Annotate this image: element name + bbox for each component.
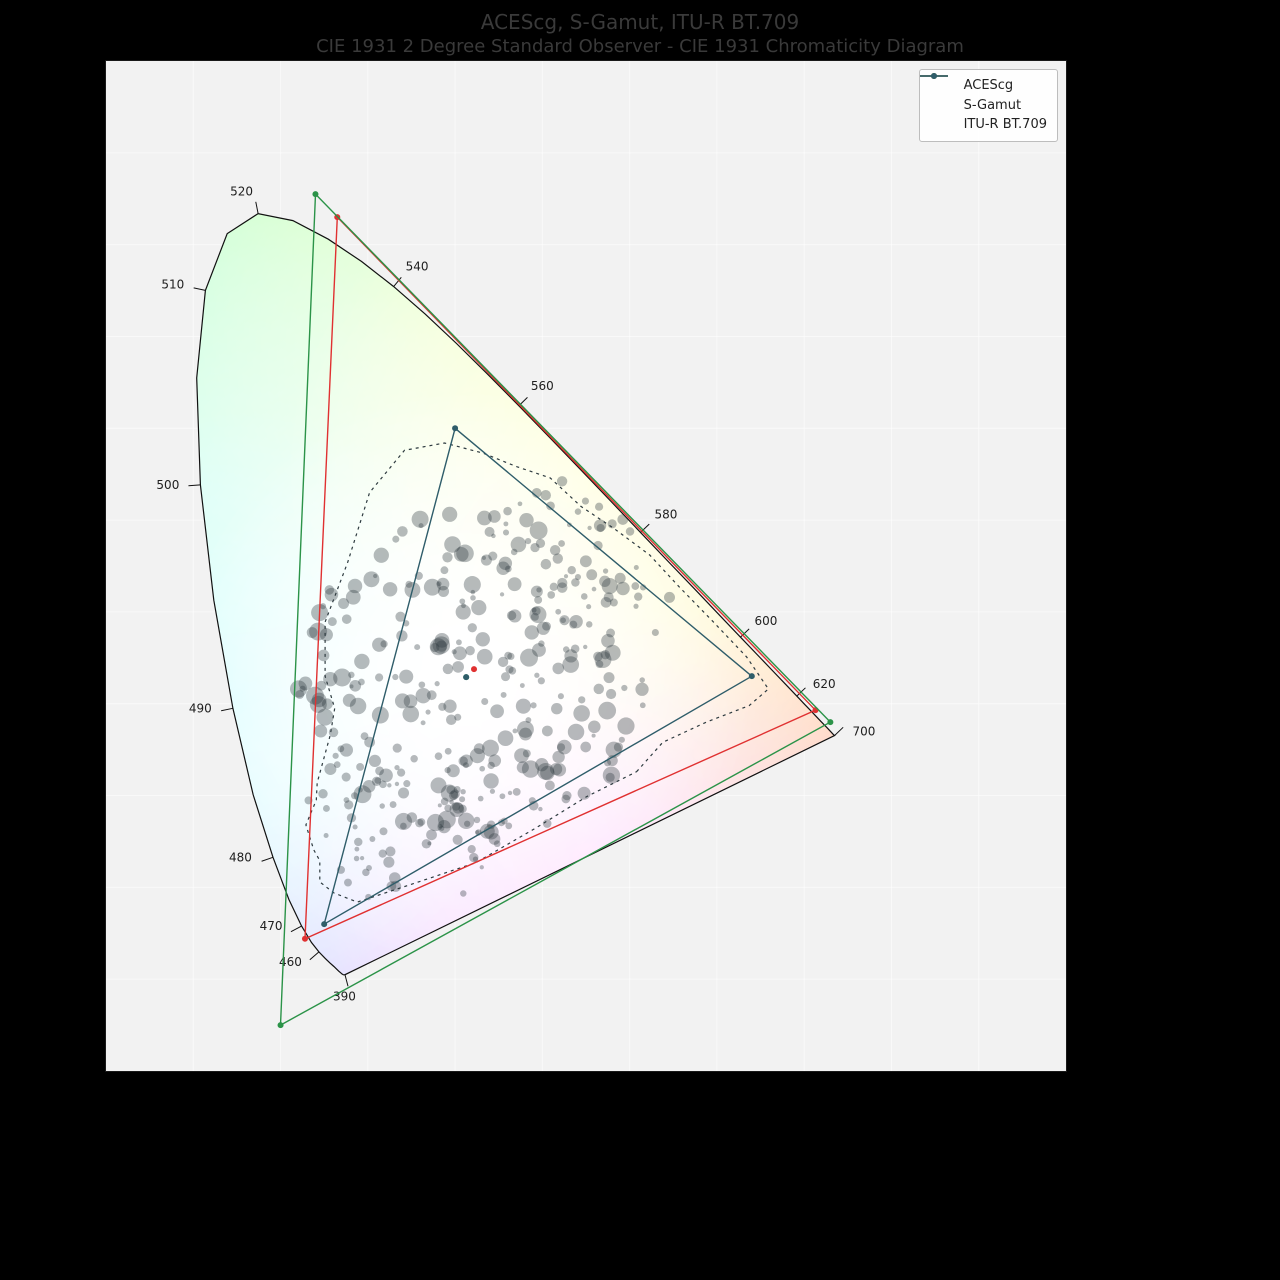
chromaticity-diagram: ACEScg, S-Gamut, ITU-R BT.709 CIE 1931 2… [0,0,1280,1280]
title-line2: CIE 1931 2 Degree Standard Observer - CI… [0,36,1280,57]
svg-text:480: 480 [229,850,252,864]
svg-text:560: 560 [531,379,554,393]
title-block: ACEScg, S-Gamut, ITU-R BT.709 CIE 1931 2… [0,10,1280,57]
plot-svg: 3904604704804905005105205405605806006207… [106,61,1066,1071]
svg-text:390: 390 [333,990,356,1004]
svg-text:510: 510 [161,277,184,291]
title-line1: ACEScg, S-Gamut, ITU-R BT.709 [0,10,1280,34]
svg-text:600: 600 [754,614,777,628]
legend-swatch-bt709 [928,119,956,131]
svg-text:500: 500 [156,478,179,492]
plot-area: 3904604704804905005105205405605806006207… [105,60,1067,1072]
svg-text:540: 540 [406,260,429,274]
svg-text:470: 470 [260,919,283,933]
legend: ACEScg S-Gamut ITU-R BT.709 [919,69,1058,142]
legend-item-bt709: ITU-R BT.709 [928,115,1047,135]
svg-text:580: 580 [655,507,678,521]
svg-text:700: 700 [852,725,875,739]
svg-text:620: 620 [813,677,836,691]
svg-text:520: 520 [230,185,253,199]
svg-text:490: 490 [189,701,212,715]
